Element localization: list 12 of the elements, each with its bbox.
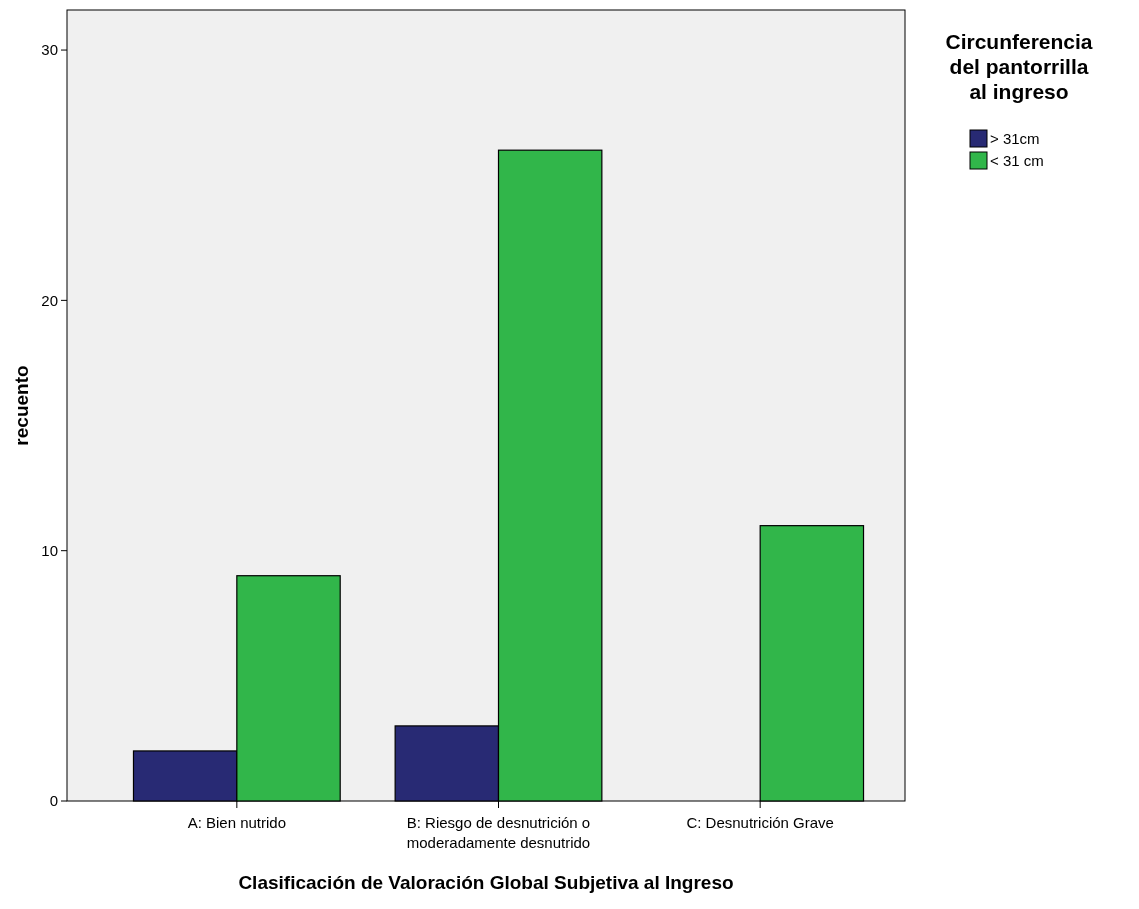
y-tick-label: 0: [49, 792, 58, 810]
y-tick-label: 10: [41, 541, 58, 559]
x-tick-label: A: Bien nutrido: [187, 814, 287, 831]
legend-title: Circunferencia del pantorrilla al ingreso: [945, 30, 1093, 103]
x-axis-title: Clasificación de Valoración Global Subjetiva al Ingreso: [238, 872, 734, 893]
y-tick-label: 30: [41, 41, 58, 59]
legend-label: < 31 cm: [990, 152, 1044, 170]
x-tick-label: C: Desnutrición Grave: [686, 814, 834, 831]
y-axis-title: recuento: [11, 365, 32, 446]
x-tick-label: B: Riesgo de desnutrición o moderadamente desnutrido: [406, 814, 591, 851]
legend-label: > 31cm: [990, 130, 1040, 148]
y-tick-label: 20: [41, 291, 58, 309]
